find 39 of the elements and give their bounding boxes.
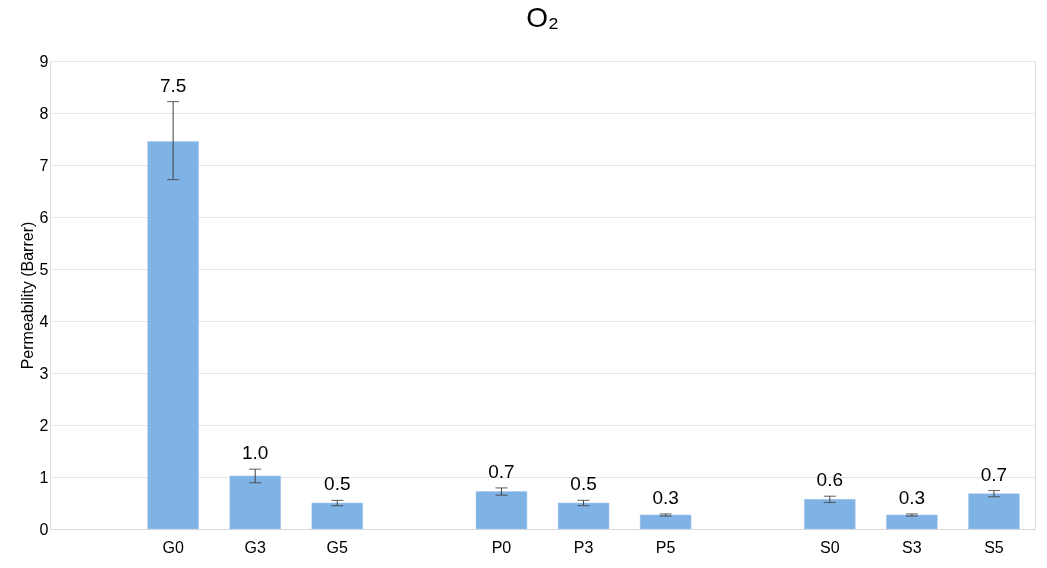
x-tick-label: G5 — [326, 538, 349, 556]
data-label: 0.5 — [570, 473, 597, 495]
data-label: 0.5 — [324, 473, 351, 495]
data-label: 0.7 — [488, 460, 515, 482]
x-tick-label: S3 — [902, 538, 922, 556]
y-tick-label: 4 — [39, 312, 49, 330]
x-tick-label: G3 — [244, 538, 266, 556]
y-tick-label: 6 — [39, 208, 49, 226]
y-tick-label: 5 — [39, 260, 49, 278]
data-label: 0.3 — [898, 486, 926, 508]
y-tick-label: 8 — [39, 104, 49, 122]
data-label: 0.3 — [652, 486, 679, 508]
bar — [229, 475, 281, 530]
data-label: 0.6 — [816, 469, 843, 491]
y-tick-label: 0 — [39, 520, 49, 538]
x-tick-label: G0 — [162, 538, 184, 556]
data-label: 7.5 — [159, 74, 187, 96]
bar — [147, 141, 199, 530]
bar — [886, 514, 938, 530]
bar — [639, 514, 692, 530]
y-tick-label: 3 — [39, 364, 49, 382]
y-tick-label: 9 — [39, 52, 49, 70]
bar — [804, 499, 856, 530]
bar — [311, 502, 363, 530]
data-label: 0.7 — [980, 463, 1008, 485]
x-tick-label: P5 — [655, 538, 676, 556]
bar — [475, 491, 528, 530]
x-tick-label: P0 — [491, 538, 512, 556]
x-tick-label: S0 — [820, 538, 840, 556]
data-label: 1.0 — [242, 442, 269, 464]
y-tick-label: 2 — [39, 416, 49, 434]
y-tick-label: 7 — [39, 156, 49, 174]
bar — [968, 493, 1020, 530]
y-tick-label: 1 — [39, 468, 49, 486]
bar — [557, 502, 610, 530]
x-tick-label: P3 — [573, 538, 594, 556]
chart-title: O₂ — [526, 2, 559, 33]
x-tick-label: S5 — [984, 538, 1004, 556]
y-axis-title: Permeability (Barrer) — [18, 221, 36, 370]
